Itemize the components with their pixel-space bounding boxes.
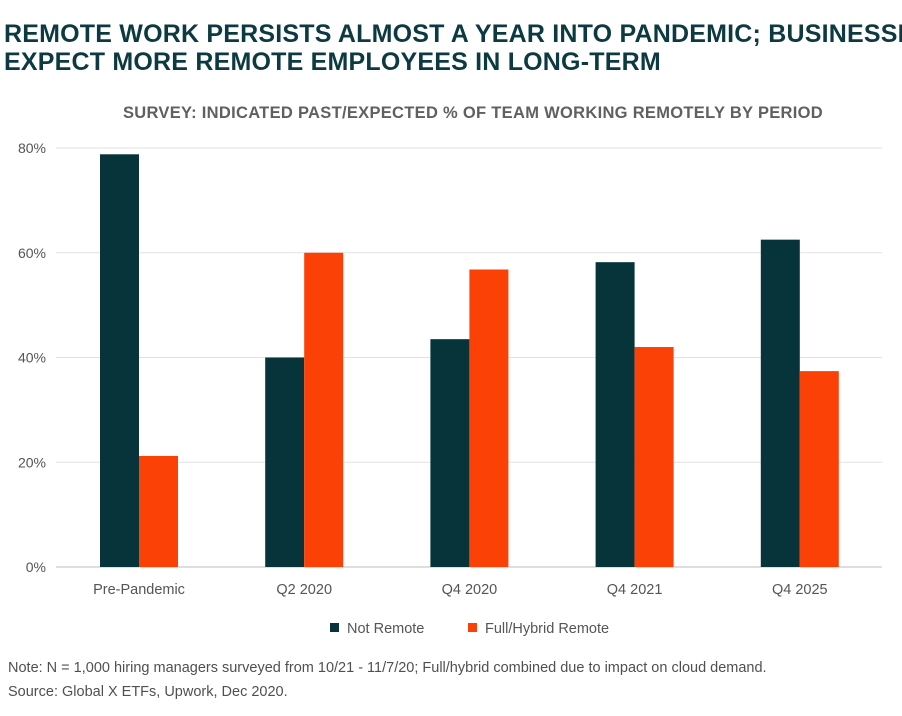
chart-title: REMOTE WORK PERSISTS ALMOST A YEAR INTO …	[4, 20, 902, 76]
bar-full-hybrid-remote	[304, 252, 344, 567]
bar-full-hybrid-remote	[139, 455, 178, 567]
bar-not-remote	[100, 154, 139, 567]
chart-subtitle: SURVEY: INDICATED PAST/EXPECTED % OF TEA…	[122, 104, 824, 122]
bar-full-hybrid-remote	[469, 269, 509, 567]
legend: Not Remote Full/Hybrid Remote	[330, 621, 609, 637]
bars	[100, 154, 839, 567]
bar-not-remote	[760, 239, 800, 567]
y-tick-label: 20%	[18, 454, 46, 470]
y-tick-label: 80%	[18, 140, 46, 156]
x-tick-label: Q4 2021	[607, 582, 663, 598]
footnote-source: Source: Global X ETFs, Upwork, Dec 2020.	[8, 684, 288, 700]
bar-chart: 0% 20% 40% 60% 80% Pre-Pandemic Q2 2020 Q4 202…	[18, 140, 882, 637]
title-line-1: REMOTE WORK PERSISTS ALMOST A YEAR INTO …	[4, 20, 902, 48]
y-tick-label: 40%	[18, 350, 46, 366]
bar-full-hybrid-remote	[799, 371, 839, 567]
legend-label: Full/Hybrid Remote	[485, 621, 609, 637]
x-tick-label: Q2 2020	[276, 582, 332, 598]
x-tick-label: Q4 2025	[772, 582, 828, 598]
x-axis: Pre-Pandemic Q2 2020 Q4 2020 Q4 2021 Q4 2025	[93, 582, 828, 598]
title-line-2: EXPECT MORE REMOTE EMPLOYEES IN LONG-TER…	[4, 48, 661, 76]
bar-full-hybrid-remote	[634, 347, 674, 567]
bar-not-remote	[595, 262, 635, 567]
bar-not-remote	[430, 339, 470, 567]
y-axis: 0% 20% 40% 60% 80%	[18, 140, 46, 575]
y-tick-label: 60%	[18, 245, 46, 261]
x-tick-label: Q4 2020	[442, 582, 498, 598]
legend-swatch	[330, 623, 339, 632]
legend-label: Not Remote	[347, 621, 424, 637]
footnote-note: Note: N = 1,000 hiring managers surveyed…	[8, 660, 767, 676]
bar-not-remote	[265, 357, 305, 567]
legend-swatch	[468, 623, 477, 632]
footnotes: Note: N = 1,000 hiring managers surveyed…	[8, 656, 767, 704]
x-tick-label: Pre-Pandemic	[93, 582, 185, 598]
y-tick-label: 0%	[26, 559, 46, 575]
